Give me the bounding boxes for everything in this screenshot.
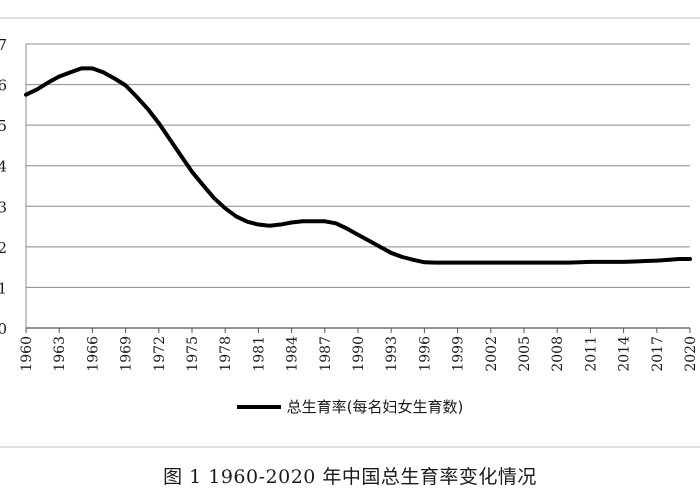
x-tick-label: 1978: [218, 336, 234, 372]
y-tick-label: 5: [0, 117, 7, 135]
x-tick-label: 1981: [251, 336, 267, 372]
x-tick-label: 1996: [417, 336, 433, 372]
x-tick-label: 2017: [650, 336, 666, 372]
series-layer: [24, 66, 692, 265]
x-tick-label: 2005: [517, 336, 533, 372]
x-tick-label: 2014: [617, 336, 633, 372]
y-tick-label: 0: [0, 320, 7, 338]
chart-frame: 0 1 2 3 4 5 6 7 1960 1963 1966 1969 1972 1975 1978 1981…: [0, 17, 700, 448]
grid-layer: [26, 43, 690, 288]
x-tick-label: 1990: [351, 336, 367, 372]
legend-line-swatch: [236, 404, 281, 409]
x-tick-label: 1993: [384, 336, 400, 372]
x-tick-label: 1960: [19, 336, 35, 372]
legend-label: 总生育率(每名妇女生育数): [286, 398, 464, 416]
figure-caption: 图 1 1960-2020 年中国总生育率变化情况: [163, 466, 537, 488]
series-line-fertility-rate: [24, 66, 692, 265]
x-tick-label: 2020: [683, 336, 699, 372]
y-tick-label: 4: [0, 158, 7, 176]
chart-svg: 0 1 2 3 4 5 6 7 1960 1963 1966 1969 1972 1975 1978 1981…: [0, 17, 700, 448]
x-tick-label: 1972: [152, 336, 168, 372]
x-tick-label: 1999: [451, 336, 467, 372]
x-tick-label: 1987: [318, 336, 334, 372]
x-tick-label: 1963: [52, 336, 68, 372]
y-tick-label: 1: [0, 279, 7, 297]
x-tick-label: 1969: [119, 336, 135, 372]
y-tick-label: 6: [0, 77, 7, 95]
legend: 总生育率(每名妇女生育数): [0, 396, 700, 417]
y-tick-label: 7: [0, 36, 7, 54]
x-tick-label: 1966: [85, 336, 101, 372]
y-tick-label: 2: [0, 239, 7, 257]
y-tick-label: 3: [0, 198, 7, 216]
x-tick-label: 1984: [285, 336, 301, 372]
x-tick-label: 2008: [550, 336, 566, 372]
x-tick-label: 1975: [185, 336, 201, 372]
x-tick-label: 2011: [583, 336, 599, 372]
x-tick-label: 2002: [484, 336, 500, 372]
axis-layer: 0 1 2 3 4 5 6 7 1960 1963 1966 1969 1972 1975 1978 1981…: [0, 36, 699, 372]
